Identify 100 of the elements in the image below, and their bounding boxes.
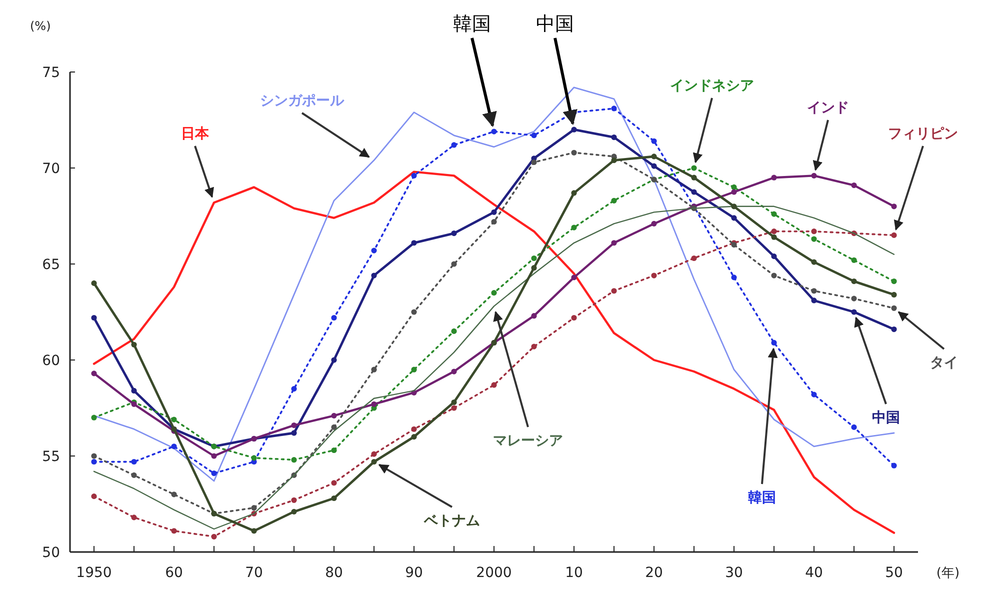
- point: [251, 455, 257, 461]
- point: [891, 204, 897, 210]
- point: [531, 344, 537, 350]
- point: [731, 189, 737, 195]
- y-axis-title: (%): [30, 19, 51, 33]
- point: [331, 424, 337, 430]
- point: [451, 399, 457, 406]
- y-tick-label: 65: [42, 257, 60, 273]
- point: [571, 150, 577, 156]
- point: [611, 198, 617, 204]
- text: 日本: [181, 126, 210, 142]
- point: [91, 453, 97, 459]
- point: [331, 412, 337, 418]
- point: [571, 314, 577, 321]
- point: [851, 309, 857, 315]
- point: [731, 215, 737, 221]
- point: [611, 106, 617, 112]
- point: [771, 340, 777, 346]
- point: [371, 401, 377, 407]
- point: [411, 426, 417, 432]
- text: タイ: [930, 355, 958, 371]
- text: 韓国: [453, 13, 491, 35]
- point: [651, 163, 657, 169]
- point: [131, 342, 137, 348]
- point: [411, 240, 417, 246]
- point: [771, 254, 777, 260]
- point: [571, 224, 577, 230]
- point: [451, 405, 457, 411]
- point: [571, 126, 577, 132]
- point: [291, 508, 297, 514]
- x-tick-label: 90: [405, 565, 423, 581]
- point: [491, 128, 497, 134]
- point: [691, 174, 697, 180]
- point: [531, 313, 537, 319]
- point: [171, 528, 177, 534]
- point: [291, 457, 297, 463]
- point: [811, 172, 817, 178]
- point: [731, 274, 737, 280]
- point: [411, 434, 417, 440]
- point: [131, 458, 137, 465]
- point: [411, 172, 417, 178]
- point: [851, 296, 857, 302]
- x-tick-label: 70: [245, 565, 263, 581]
- point: [451, 142, 457, 148]
- point: [131, 472, 137, 478]
- point: [491, 382, 497, 388]
- text: 中国: [536, 13, 574, 35]
- y-tick-label: 70: [42, 161, 60, 177]
- point: [331, 480, 337, 486]
- point: [331, 357, 337, 363]
- point: [891, 232, 897, 238]
- point: [331, 314, 337, 321]
- point: [851, 182, 857, 188]
- y-tick-label: 60: [42, 353, 60, 369]
- point: [371, 366, 377, 372]
- point: [171, 444, 177, 450]
- point: [611, 288, 617, 294]
- point: [371, 451, 377, 457]
- point: [531, 265, 537, 271]
- point: [91, 414, 97, 420]
- point: [331, 495, 337, 502]
- x-tick-label: 50: [885, 565, 903, 581]
- x-tick-label: 30: [725, 565, 743, 581]
- point: [91, 370, 97, 376]
- point: [851, 278, 857, 284]
- text: マレーシア: [493, 433, 563, 449]
- point: [891, 292, 897, 298]
- point: [171, 416, 177, 422]
- point: [491, 290, 497, 296]
- point: [411, 309, 417, 315]
- point: [131, 388, 137, 394]
- point: [451, 261, 457, 267]
- point: [691, 255, 697, 262]
- point: [651, 220, 657, 226]
- point: [891, 462, 897, 468]
- point: [611, 134, 617, 140]
- point: [331, 447, 337, 454]
- point: [91, 280, 97, 286]
- point: [451, 230, 457, 236]
- point: [211, 534, 217, 540]
- text: ベトナム: [423, 513, 480, 529]
- point: [611, 240, 617, 246]
- point: [131, 514, 137, 520]
- x-tick-label: 2000: [476, 565, 512, 581]
- point: [211, 453, 217, 459]
- point: [811, 228, 817, 234]
- y-tick-label: 75: [42, 65, 60, 81]
- point: [771, 272, 777, 278]
- point: [811, 298, 817, 304]
- point: [771, 174, 777, 180]
- point: [851, 257, 857, 263]
- point: [291, 422, 297, 428]
- point: [651, 272, 657, 278]
- point: [371, 272, 377, 278]
- point: [891, 305, 897, 311]
- point: [251, 505, 257, 511]
- point: [691, 189, 697, 195]
- point: [371, 248, 377, 254]
- point: [811, 392, 817, 398]
- text: シンガポール: [260, 93, 345, 109]
